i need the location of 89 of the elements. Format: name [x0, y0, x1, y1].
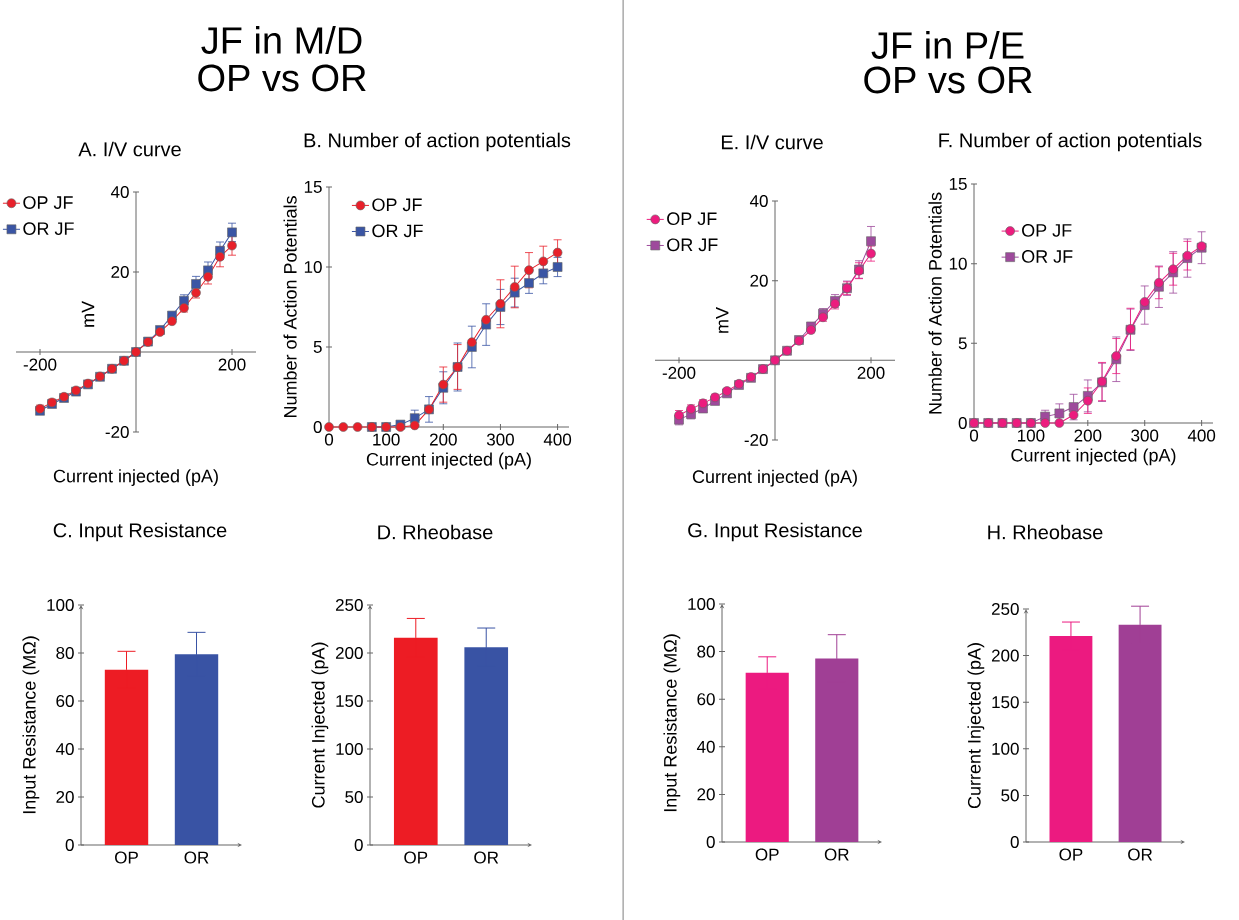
- y-tick-label: 250: [991, 602, 1019, 616]
- x-axis-title: Current injected (pA): [1011, 448, 1176, 466]
- y-tick-label: 100: [688, 597, 715, 611]
- x-tick-label: 300: [1131, 429, 1159, 442]
- y-tick-label: 200: [991, 649, 1019, 662]
- chart-title: A. I/V curve: [78, 141, 181, 157]
- chart-title: F. Number of action potentials: [939, 132, 1202, 152]
- y-tick-label: 250: [335, 598, 363, 612]
- y-tick-label: 0: [354, 838, 363, 852]
- x-tick-label: OP: [755, 848, 779, 861]
- y-axis-title: mV: [81, 300, 95, 327]
- legend-label: OP JF: [23, 196, 73, 209]
- y-tick-label: 10: [304, 260, 322, 274]
- legend-label: OP JF: [372, 198, 422, 212]
- y-tick-label: 80: [56, 646, 74, 660]
- y-axis-title: Input Resistance (MΩ): [663, 634, 681, 812]
- x-tick-label: -200: [662, 366, 696, 379]
- chart-title: H. Rheobase: [988, 524, 1103, 540]
- x-tick-label: 200: [429, 433, 457, 446]
- y-tick-label: 5: [313, 341, 322, 353]
- y-axis-title: Number of Action Potentials: [283, 196, 297, 418]
- x-tick-label: 200: [1074, 429, 1102, 442]
- x-tick-label: OP: [115, 851, 138, 864]
- y-axis-title: Current Injected (pA): [311, 642, 329, 808]
- x-tick-label: OP: [1059, 848, 1083, 861]
- y-tick-label: 80: [697, 645, 715, 658]
- legend-label: OR JF: [1022, 250, 1073, 263]
- chart-title: G. Input Resistance: [688, 522, 862, 542]
- legend-label: OR JF: [667, 238, 718, 252]
- x-tick-label: 100: [1018, 429, 1045, 442]
- y-tick-label: -20: [744, 433, 768, 447]
- y-axis-title: Current Injected (pA): [967, 643, 985, 809]
- y-axis-title: Input Resistance (MΩ): [22, 636, 40, 814]
- x-tick-label: -200: [23, 358, 57, 371]
- x-tick-label: OR: [184, 851, 209, 864]
- chart-title: C. Input Resistance: [53, 522, 227, 542]
- y-tick-label: 0: [65, 838, 74, 852]
- x-tick-label: OR: [824, 848, 849, 861]
- x-tick-label: 300: [486, 433, 514, 446]
- y-tick-label: 60: [697, 693, 715, 706]
- y-tick-label: 200: [335, 646, 363, 660]
- chart-title: E. I/V curve: [721, 134, 823, 150]
- text: JF in M/D: [201, 26, 362, 54]
- x-axis-title: Current injected (pA): [366, 452, 531, 470]
- y-tick-label: 60: [56, 694, 74, 708]
- y-tick-label: 20: [750, 274, 768, 287]
- legend-label: OP JF: [667, 212, 717, 226]
- y-tick-label: 15: [304, 181, 322, 193]
- text: JF in P/E: [871, 31, 1024, 59]
- x-tick-label: 0: [324, 433, 334, 446]
- y-tick-label: 100: [992, 742, 1019, 755]
- y-tick-label: 0: [1010, 835, 1019, 849]
- x-tick-label: OP: [404, 851, 428, 864]
- legend-label: OP JF: [1022, 224, 1072, 237]
- y-tick-label: 40: [55, 742, 74, 756]
- chart-title: B. Number of action potentials: [304, 132, 571, 152]
- y-tick-label: 100: [336, 742, 363, 756]
- y-tick-label: 20: [697, 788, 715, 801]
- chart-title: D. Rheobase: [378, 524, 493, 540]
- x-tick-label: OR: [474, 851, 499, 864]
- x-tick-label: 0: [969, 429, 979, 442]
- y-tick-label: 10: [949, 257, 967, 270]
- y-tick-label: 150: [336, 694, 363, 708]
- y-tick-label: 40: [696, 740, 715, 753]
- y-tick-label: 150: [992, 696, 1019, 709]
- y-tick-label: 50: [345, 790, 363, 804]
- x-axis-title: Current injected (pA): [692, 469, 857, 487]
- x-tick-label: 100: [373, 433, 400, 446]
- x-axis-title: Current injected (pA): [53, 469, 218, 486]
- text: OP vs OR: [864, 66, 1032, 94]
- legend-label: OR JF: [372, 224, 423, 238]
- y-tick-label: -20: [105, 425, 129, 439]
- x-tick-label: 400: [1187, 429, 1216, 442]
- y-tick-label: 15: [949, 178, 967, 190]
- legend-label: OR JF: [23, 222, 74, 235]
- y-tick-label: 20: [56, 790, 74, 804]
- y-axis-title: mV: [716, 307, 729, 333]
- y-tick-label: 0: [706, 835, 715, 849]
- y-tick-label: 20: [111, 265, 129, 279]
- y-tick-label: 100: [47, 598, 74, 612]
- y-tick-label: 40: [749, 194, 768, 208]
- y-tick-label: 40: [110, 185, 129, 199]
- text: OP vs OR: [198, 64, 366, 92]
- x-tick-label: 400: [543, 433, 572, 446]
- y-tick-label: 50: [1001, 789, 1019, 802]
- y-tick-label: 0: [958, 416, 967, 430]
- y-tick-label: 5: [958, 337, 967, 350]
- y-axis-title: Number of Action Potentials: [928, 192, 942, 414]
- x-tick-label: OR: [1128, 848, 1153, 861]
